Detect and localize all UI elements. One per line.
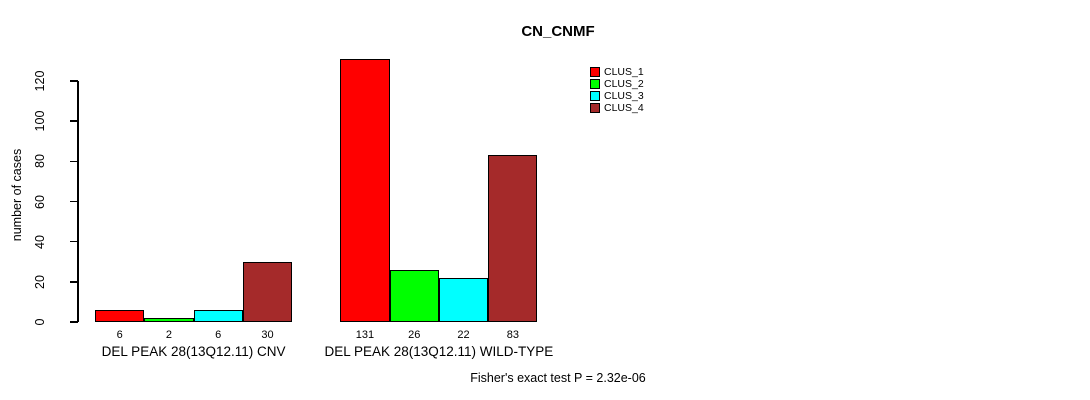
y-tick-label: 80	[33, 154, 47, 169]
group-axis-label: DEL PEAK 28(13Q12.11) CNV	[101, 344, 286, 359]
legend-label-clus_3: CLUS_3	[604, 90, 644, 102]
bar-clus_1-group2	[340, 58, 390, 322]
y-tick-mark	[70, 321, 78, 323]
bar-value-label: 22	[457, 329, 470, 341]
legend-swatch-clus_1	[590, 67, 600, 77]
bar-clus_3-group2	[438, 277, 489, 322]
bar-value-label: 6	[215, 329, 222, 341]
legend-swatch-clus_3	[590, 91, 600, 101]
y-tick-label: 40	[33, 234, 47, 249]
bar-clus_2-group2	[389, 269, 439, 322]
legend-label-clus_1: CLUS_1	[604, 66, 644, 78]
bar-value-label: 131	[355, 329, 375, 341]
legend-label-clus_2: CLUS_2	[604, 78, 644, 90]
bar-value-label: 6	[116, 329, 123, 341]
y-tick-label: 20	[33, 274, 47, 289]
chart-title: CN_CNMF	[521, 23, 595, 40]
bar-clus_3-group1	[193, 309, 243, 322]
bar-clus_4-group2	[488, 155, 538, 322]
bar-value-label: 2	[165, 329, 172, 341]
y-tick-mark	[70, 200, 78, 203]
bar-value-label: 30	[261, 329, 274, 341]
y-tick-mark	[70, 281, 78, 283]
y-tick-mark	[70, 80, 78, 82]
bar-value-label: 26	[408, 329, 421, 341]
bar-value-label: 83	[506, 329, 519, 341]
y-tick-mark	[70, 120, 78, 122]
bar-clus_1-group1	[95, 309, 145, 322]
y-tick-label: 100	[33, 110, 47, 132]
y-tick-mark	[70, 160, 78, 163]
bar-clus_2-group1	[144, 317, 194, 322]
y-axis-title: number of cases	[10, 148, 24, 242]
annotation-text: Fisher's exact test P = 2.32e-06	[470, 371, 646, 385]
group-axis-label: DEL PEAK 28(13Q12.11) WILD-TYPE	[324, 344, 554, 359]
legend-label-clus_4: CLUS_4	[604, 102, 644, 114]
legend-swatch-clus_2	[590, 79, 600, 89]
y-tick-mark	[70, 240, 78, 243]
y-tick-label: 60	[33, 194, 47, 209]
y-tick-label: 0	[33, 318, 47, 326]
bar-clus_4-group1	[242, 261, 293, 322]
legend-swatch-clus_4	[590, 103, 600, 113]
y-tick-label: 120	[33, 70, 47, 92]
